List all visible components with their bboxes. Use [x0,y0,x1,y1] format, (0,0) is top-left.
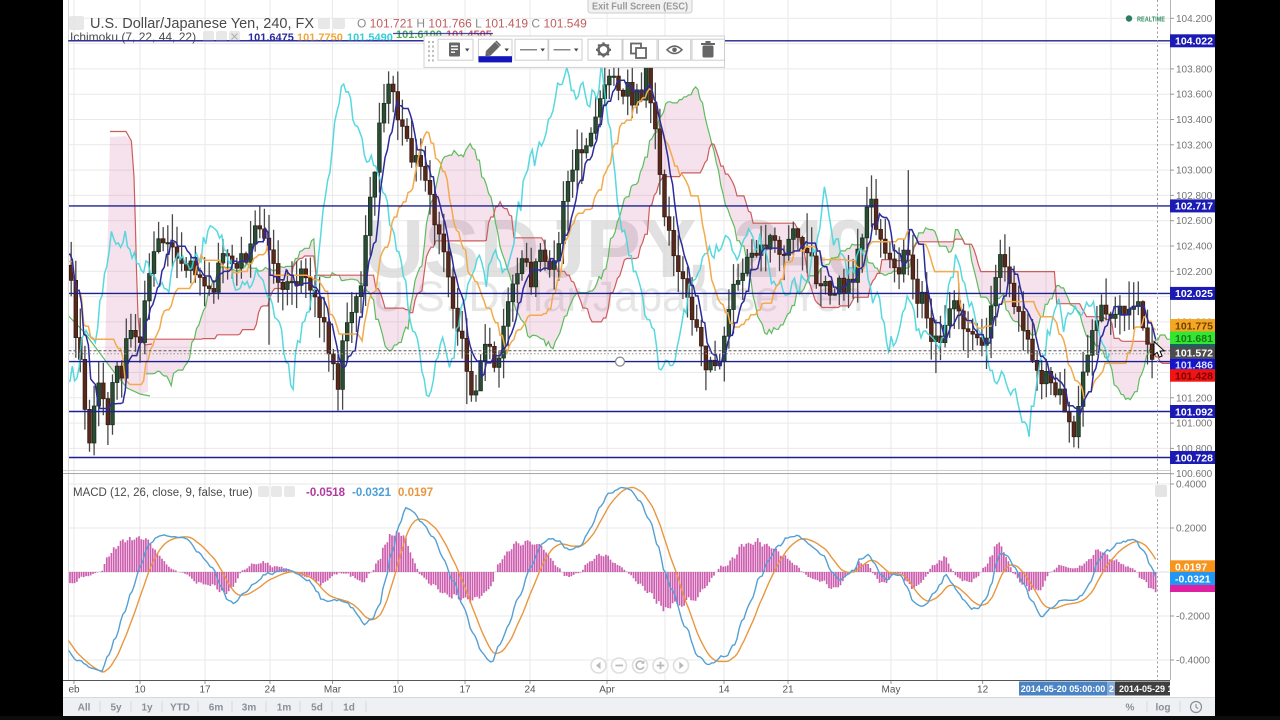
svg-text:Apr: Apr [599,685,615,696]
svg-text:103.800: 103.800 [1176,64,1213,75]
svg-text:104.022: 104.022 [1175,36,1213,48]
svg-text:101.092: 101.092 [1175,406,1213,418]
svg-text:2014-05-20 05:00:00: 2014-05-20 05:00:00 [1021,684,1106,694]
svg-text:YTD: YTD [170,703,190,714]
svg-text:101.200: 101.200 [1176,393,1213,404]
svg-text:O 101.721 H 101.766 L 101.419: O 101.721 H 101.766 L 101.419 C 101.549 [357,17,587,31]
svg-text:5y: 5y [110,703,122,714]
svg-text:101.428: 101.428 [1175,370,1213,382]
svg-text:All: All [78,703,91,714]
svg-text:5d: 5d [311,703,323,714]
svg-text:103.200: 103.200 [1176,140,1213,151]
svg-text:101.000: 101.000 [1176,419,1213,430]
svg-text:REALTIME: REALTIME [1137,15,1165,24]
svg-text:-0.0518: -0.0518 [306,487,346,499]
svg-text:104.200: 104.200 [1176,14,1213,25]
svg-text:10: 10 [134,685,146,696]
svg-text:101.7750: 101.7750 [297,32,343,44]
svg-text:102.600: 102.600 [1176,216,1213,227]
svg-text:2014-05-29 1: 2014-05-29 1 [1119,684,1173,694]
svg-text:102.400: 102.400 [1176,242,1213,253]
svg-text:14: 14 [718,685,730,696]
svg-text:log: log [1156,703,1171,714]
svg-text:1d: 1d [343,703,355,714]
svg-text:17: 17 [199,685,211,696]
svg-text:17: 17 [459,685,471,696]
svg-text:-0.4000: -0.4000 [1176,656,1210,667]
svg-text:U.S. Dollar/Japanese Yen, 240,: U.S. Dollar/Japanese Yen, 240, FX [90,16,314,32]
svg-text:Exit Full Screen (ESC): Exit Full Screen (ESC) [592,2,688,13]
svg-text:3m: 3m [242,703,257,714]
svg-text:0.2000: 0.2000 [1176,524,1207,535]
svg-text:102.200: 102.200 [1176,267,1213,278]
svg-text:-0.0321: -0.0321 [352,487,392,499]
svg-text:100.728: 100.728 [1175,452,1213,464]
svg-text:Mar: Mar [324,685,342,696]
svg-text:MACD (12, 26, close, 9, false,: MACD (12, 26, close, 9, false, true) [73,487,253,499]
svg-text:-0.2000: -0.2000 [1176,612,1210,623]
svg-text:103.600: 103.600 [1176,90,1213,101]
svg-text:101.486: 101.486 [1175,360,1213,372]
svg-text:103.400: 103.400 [1176,115,1213,126]
svg-text:May: May [882,685,901,696]
svg-text:102.025: 102.025 [1175,288,1213,300]
svg-text:0.0197: 0.0197 [398,487,433,499]
svg-text:102.717: 102.717 [1175,201,1213,213]
svg-text:6m: 6m [209,703,224,714]
svg-text:12: 12 [977,685,989,696]
svg-text:1m: 1m [277,703,292,714]
svg-text:101.6475: 101.6475 [248,32,294,44]
svg-text:100.600: 100.600 [1176,469,1213,480]
svg-text:10: 10 [392,685,404,696]
svg-text:%: % [1126,703,1135,714]
svg-text:101.681: 101.681 [1175,333,1213,345]
svg-text:-0.0321: -0.0321 [1175,573,1211,585]
svg-text:2: 2 [1109,684,1114,694]
svg-text:24: 24 [524,685,536,696]
svg-text:eb: eb [68,685,80,696]
svg-text:Ichimoku (7, 22, 44, 22): Ichimoku (7, 22, 44, 22) [70,30,196,44]
svg-text:103.000: 103.000 [1176,166,1213,177]
svg-text:24: 24 [264,685,276,696]
svg-text:21: 21 [782,685,794,696]
svg-text:101.5490: 101.5490 [347,32,393,44]
svg-text:101.775: 101.775 [1175,320,1213,332]
svg-text:0.4000: 0.4000 [1176,480,1207,491]
svg-text:102.800: 102.800 [1176,191,1213,202]
svg-text:101.572: 101.572 [1175,348,1213,360]
svg-text:0.0197: 0.0197 [1175,562,1207,574]
svg-text:1y: 1y [141,703,153,714]
svg-text:100.800: 100.800 [1176,444,1213,455]
